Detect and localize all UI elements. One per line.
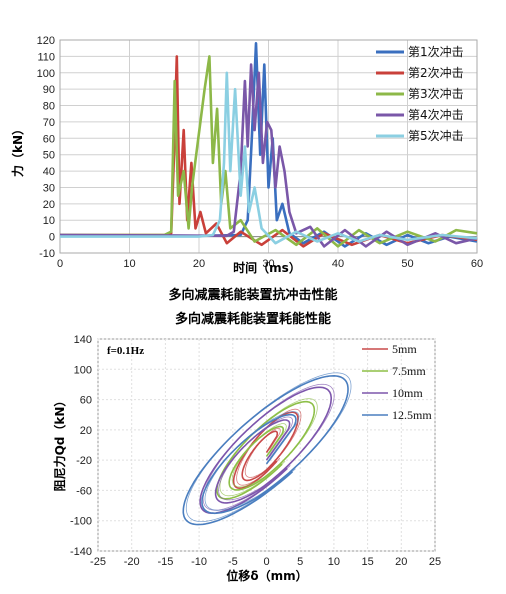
hysteresis-y-tick-label: -60 bbox=[76, 485, 92, 497]
impact-y-tick-labels: -10 0 10 20 30 40 50 60 70 80 90 100 110 120 bbox=[37, 35, 55, 260]
impact-x-tick-label: 40 bbox=[332, 258, 344, 270]
hysteresis-legend-label-12.5mm: 12.5mm bbox=[392, 408, 432, 422]
impact-x-tick-label: 0 bbox=[57, 258, 63, 270]
impact-series-line-4 bbox=[59, 63, 478, 248]
impact-y-tick-label: -10 bbox=[39, 248, 55, 260]
impact-grid bbox=[59, 39, 478, 254]
hysteresis-loop-inner-5mm bbox=[236, 408, 302, 486]
hysteresis-legend: 5mm 7.5mm 10mm 12.5mm bbox=[362, 342, 432, 422]
hysteresis-chart: -140 -100 -60 -20 20 60 100 140 -25 -20 -15 -10 -5 0… bbox=[52, 334, 441, 583]
hysteresis-x-tick-label: 5 bbox=[297, 556, 303, 568]
hysteresis-series-group bbox=[182, 372, 352, 526]
impact-y-tick-label: 50 bbox=[43, 150, 55, 162]
frequency-annotation: f=0.1Hz bbox=[107, 345, 144, 357]
hysteresis-x-tick-label: -5 bbox=[228, 556, 238, 568]
impact-legend-label-5: 第5次冲击 bbox=[408, 128, 464, 143]
impact-x-tick-labels: 0 10 20 30 40 50 60 bbox=[57, 258, 483, 270]
hysteresis-legend-label-5mm: 5mm bbox=[392, 342, 417, 356]
impact-x-tick-label: 60 bbox=[471, 258, 483, 270]
impact-y-tick-label: 60 bbox=[43, 133, 55, 145]
hysteresis-x-tick-label: 10 bbox=[328, 556, 340, 568]
impact-series-line-5 bbox=[60, 71, 478, 245]
hysteresis-y-tick-label: 100 bbox=[74, 364, 92, 376]
hysteresis-x-tick-label: 25 bbox=[429, 556, 441, 568]
hysteresis-y-tick-label: -100 bbox=[70, 516, 92, 528]
impact-y-tick-label: 30 bbox=[43, 182, 55, 194]
impact-series-line-2 bbox=[60, 55, 478, 248]
hysteresis-x-tick-label: 15 bbox=[361, 556, 373, 568]
hysteresis-x-tick-label: 0 bbox=[263, 556, 269, 568]
hysteresis-x-axis-title: 位移δ（mm） bbox=[226, 568, 307, 583]
hysteresis-y-tick-label: 60 bbox=[80, 395, 92, 407]
hysteresis-x-tick-label: -20 bbox=[124, 556, 140, 568]
impact-x-tick-label: 20 bbox=[193, 258, 205, 270]
impact-y-tick-label: 90 bbox=[43, 84, 55, 96]
hysteresis-y-tick-label: -20 bbox=[76, 455, 92, 467]
impact-x-axis-title: 时间（ms） bbox=[233, 260, 301, 275]
hysteresis-legend-label-7.5mm: 7.5mm bbox=[392, 364, 426, 378]
impact-y-tick-label: 120 bbox=[37, 35, 55, 47]
impact-series-group bbox=[59, 42, 478, 248]
hysteresis-y-tick-labels: -140 -100 -60 -20 20 60 100 140 bbox=[70, 334, 92, 558]
hysteresis-y-axis-title: 阻尼力Qd（kN） bbox=[52, 395, 67, 492]
impact-y-axis-title: 力（kN） bbox=[10, 123, 25, 177]
impact-y-tick-label: 10 bbox=[43, 215, 55, 227]
impact-legend-label-1: 第1次冲击 bbox=[408, 44, 464, 59]
impact-legend-label-3: 第3次冲击 bbox=[408, 86, 464, 101]
impact-y-tick-label: 80 bbox=[43, 101, 55, 113]
impact-x-tick-label: 50 bbox=[401, 258, 413, 270]
impact-y-tick-label: 0 bbox=[49, 232, 55, 244]
hysteresis-loop-inner-7.5mm bbox=[219, 398, 318, 497]
impact-x-tick-label: 30 bbox=[262, 258, 274, 270]
hysteresis-x-tick-label: 20 bbox=[395, 556, 407, 568]
impact-y-tick-label: 70 bbox=[43, 117, 55, 129]
impact-plot-frame bbox=[59, 39, 478, 254]
hysteresis-x-tick-label: -15 bbox=[157, 556, 173, 568]
hysteresis-x-tick-label: -10 bbox=[191, 556, 207, 568]
hysteresis-loop-12.5mm bbox=[182, 375, 349, 526]
impact-y-tick-label: 100 bbox=[37, 68, 55, 80]
impact-caption: 多向减震耗能装置抗冲击性能 bbox=[168, 288, 338, 303]
energy-caption: 多向减震耗能装置耗能性能 bbox=[174, 312, 331, 327]
impact-legend-label-2: 第2次冲击 bbox=[408, 65, 464, 80]
hysteresis-y-tick-label: -140 bbox=[70, 546, 92, 558]
hysteresis-x-tick-labels: -25 -20 -15 -10 -5 0 5 10 15 20 25 bbox=[90, 556, 441, 568]
hysteresis-loop-inner-12.5mm bbox=[185, 372, 352, 523]
hysteresis-y-tick-label: 20 bbox=[80, 425, 92, 437]
impact-y-tick-label: 40 bbox=[43, 166, 55, 178]
impact-y-tick-label: 20 bbox=[43, 199, 55, 211]
impact-y-tick-label: 110 bbox=[37, 51, 55, 63]
hysteresis-x-tick-label: -25 bbox=[90, 556, 106, 568]
impact-x-tick-label: 10 bbox=[123, 258, 135, 270]
impact-legend-label-4: 第4次冲击 bbox=[408, 107, 464, 122]
hysteresis-legend-label-10mm: 10mm bbox=[392, 386, 423, 400]
hysteresis-y-tick-label: 140 bbox=[74, 334, 92, 346]
